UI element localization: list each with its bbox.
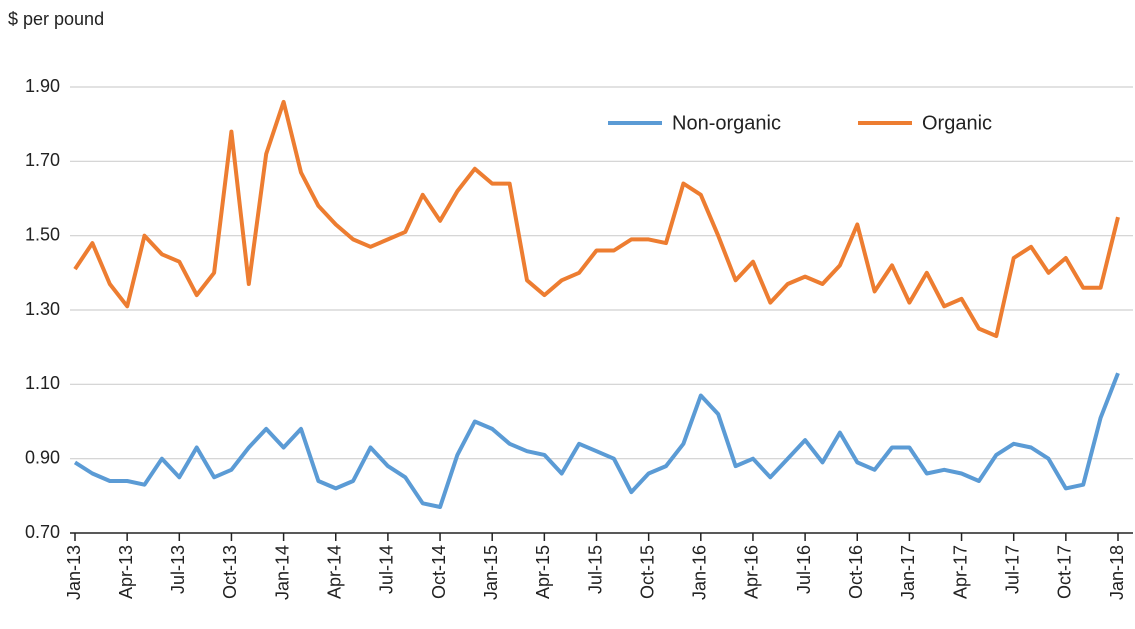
x-tick-label: Oct-16 [846, 545, 866, 599]
x-tick-label: Apr-17 [950, 545, 970, 599]
y-tick-label: 1.30 [25, 299, 60, 319]
x-tick-label: Oct-13 [220, 545, 240, 599]
y-tick-label: 1.70 [25, 150, 60, 170]
x-tick-label: Jul-16 [794, 545, 814, 594]
x-tick-label: Apr-13 [116, 545, 136, 599]
y-tick-label: 1.90 [25, 76, 60, 96]
x-tick-label: Oct-14 [429, 545, 449, 599]
x-tick-label: Oct-17 [1055, 545, 1075, 599]
series-line [73, 99, 1120, 338]
x-tick-label: Jul-17 [1002, 545, 1022, 594]
x-tick-label: Apr-16 [742, 545, 762, 599]
x-tick-label: Jul-15 [585, 545, 605, 594]
x-tick-label: Jan-15 [481, 545, 501, 600]
y-tick-label: 1.10 [25, 373, 60, 393]
x-tick-label: Apr-15 [533, 545, 553, 599]
x-tick-label: Oct-15 [637, 545, 657, 599]
x-tick-label: Jan-13 [64, 545, 84, 600]
y-tick-label: 1.50 [25, 224, 60, 244]
x-tick-label: Jan-14 [272, 545, 292, 600]
x-tick-label: Jan-16 [690, 545, 710, 600]
legend-label: Organic [922, 112, 992, 134]
x-tick-label: Jul-14 [377, 545, 397, 594]
x-tick-label: Jan-18 [1107, 545, 1127, 600]
legend-label: Non-organic [672, 112, 781, 134]
y-axis-label: $ per pound [8, 9, 104, 29]
series-line [73, 372, 1120, 509]
x-tick-label: Jul-13 [168, 545, 188, 594]
y-tick-label: 0.70 [25, 522, 60, 542]
y-tick-label: 0.90 [25, 447, 60, 467]
x-tick-label: Apr-14 [325, 545, 345, 599]
x-tick-label: Jan-17 [898, 545, 918, 600]
